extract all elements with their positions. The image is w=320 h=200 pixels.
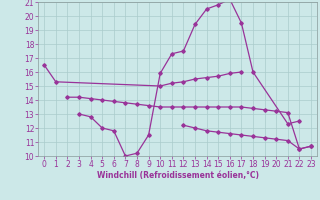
X-axis label: Windchill (Refroidissement éolien,°C): Windchill (Refroidissement éolien,°C) [97, 171, 259, 180]
